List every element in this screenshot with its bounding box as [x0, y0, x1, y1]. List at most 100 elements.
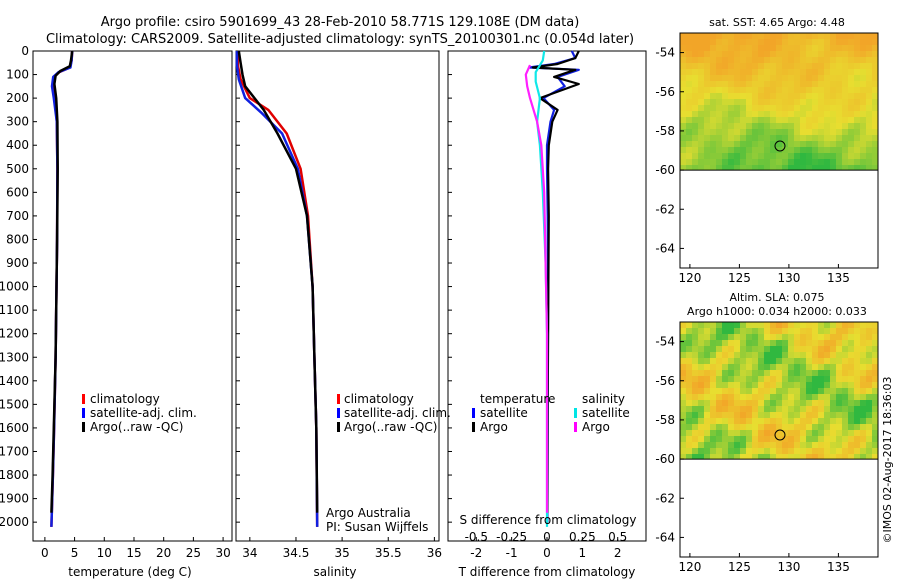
map-cell	[818, 370, 825, 377]
map-cell	[776, 99, 783, 106]
map-cell	[818, 322, 825, 329]
map-cell	[854, 99, 861, 106]
map-cell	[818, 376, 825, 383]
sst-map-title: sat. SST: 4.65 Argo: 4.48	[709, 16, 845, 29]
map-cell	[782, 328, 789, 335]
map-cell	[680, 45, 687, 52]
map-cell	[848, 141, 855, 148]
map-cell	[776, 346, 783, 353]
map-cell	[722, 45, 729, 52]
map-cell	[824, 75, 831, 82]
map-cell	[812, 424, 819, 431]
map-cell	[758, 430, 765, 437]
map-cell	[716, 442, 723, 449]
map-cell	[794, 123, 801, 130]
map-cell	[740, 400, 747, 407]
map-cell	[860, 328, 867, 335]
map-cell	[716, 147, 723, 154]
map-cell	[746, 442, 753, 449]
map-cell	[782, 153, 789, 160]
map-cell	[698, 406, 705, 413]
map-cell	[806, 412, 813, 419]
salinity-chart: 34 34.5 35 35.5 36	[235, 50, 442, 560]
map-cell	[818, 141, 825, 148]
map-cell	[794, 87, 801, 94]
map-cell	[842, 376, 849, 383]
map-cell	[758, 334, 765, 341]
map-cell	[812, 147, 819, 154]
map-cell	[686, 63, 693, 70]
map-cell	[728, 370, 735, 377]
map-cell	[746, 165, 753, 171]
map-cell	[782, 340, 789, 347]
map-cell	[836, 129, 843, 136]
map-cell	[698, 159, 705, 166]
map-cell	[680, 129, 687, 136]
map-cell	[860, 81, 867, 88]
map-cell	[710, 358, 717, 365]
map-cell	[722, 364, 729, 371]
map-cell	[686, 406, 693, 413]
map-cell	[848, 105, 855, 112]
map-cell	[722, 322, 729, 329]
map-cell	[770, 69, 777, 76]
map-cell	[722, 406, 729, 413]
map-cell	[794, 81, 801, 88]
map-cell	[866, 33, 873, 40]
map-cell	[866, 165, 873, 171]
map-cell	[866, 45, 873, 52]
map-cell	[848, 165, 855, 171]
map-cell	[770, 123, 777, 130]
map-cell	[824, 352, 831, 359]
map-cell	[776, 412, 783, 419]
map-cell	[788, 57, 795, 64]
map-cell	[824, 159, 831, 166]
map-cell	[830, 418, 837, 425]
map-cell	[704, 412, 711, 419]
map-cell	[836, 388, 843, 395]
map-cell	[770, 346, 777, 353]
map-cell	[740, 51, 747, 58]
map-cell	[794, 39, 801, 46]
map-cell	[812, 448, 819, 455]
map-cell	[848, 111, 855, 118]
map-cell	[854, 334, 861, 341]
map-cell	[854, 33, 861, 40]
map-cell	[866, 400, 873, 407]
map-cell	[764, 111, 771, 118]
map-cell	[830, 388, 837, 395]
map-cell	[782, 93, 789, 100]
map-cell	[806, 135, 813, 142]
salinity-xlabel: salinity	[313, 565, 356, 579]
map-cell	[686, 141, 693, 148]
map-cell	[782, 418, 789, 425]
map-cell	[812, 436, 819, 443]
map-cell	[872, 376, 879, 383]
map-cell	[824, 412, 831, 419]
map-cell	[836, 400, 843, 407]
map-ytick-label: -62	[655, 491, 675, 505]
map-cell	[746, 99, 753, 106]
map-cell	[782, 159, 789, 166]
map-cell	[770, 436, 777, 443]
map-cell	[734, 376, 741, 383]
map-cell	[704, 87, 711, 94]
map-cell	[830, 400, 837, 407]
map-cell	[764, 376, 771, 383]
map-cell	[758, 165, 765, 171]
map-cell	[836, 105, 843, 112]
map-cell	[860, 418, 867, 425]
map-cell	[734, 111, 741, 118]
map-cell	[710, 322, 717, 329]
map-cell	[776, 376, 783, 383]
map-cell	[716, 105, 723, 112]
map-cell	[686, 340, 693, 347]
map-cell	[692, 442, 699, 449]
map-cell	[842, 51, 849, 58]
map-cell	[692, 454, 699, 460]
xtick-label: 25	[186, 546, 201, 560]
map-cell	[758, 418, 765, 425]
map-cell	[692, 135, 699, 142]
map-cell	[764, 424, 771, 431]
map-cell	[770, 165, 777, 171]
